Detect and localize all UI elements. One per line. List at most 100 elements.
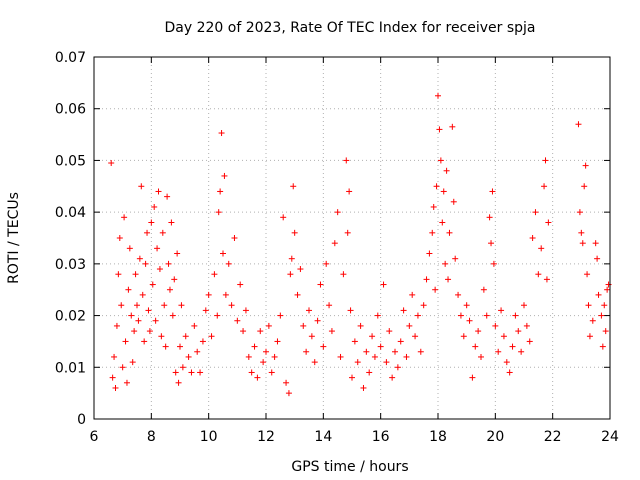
data-point bbox=[218, 130, 225, 137]
data-points bbox=[108, 92, 612, 397]
data-point bbox=[122, 338, 129, 345]
data-point bbox=[529, 235, 536, 241]
data-point bbox=[380, 281, 387, 288]
data-point bbox=[420, 302, 427, 309]
y-tick-label: 0.03 bbox=[55, 257, 86, 273]
data-point bbox=[436, 126, 443, 133]
data-point bbox=[132, 271, 139, 278]
data-point bbox=[257, 328, 264, 335]
data-point bbox=[346, 188, 353, 195]
data-point bbox=[601, 302, 608, 309]
x-tick-label: 10 bbox=[200, 429, 218, 445]
data-point bbox=[165, 260, 172, 267]
data-point bbox=[178, 302, 185, 309]
data-point bbox=[351, 338, 358, 345]
data-point bbox=[142, 260, 149, 267]
data-point bbox=[506, 369, 513, 376]
data-point bbox=[138, 183, 145, 190]
data-point bbox=[139, 291, 146, 298]
data-point bbox=[285, 390, 292, 397]
data-point bbox=[460, 333, 467, 340]
data-point bbox=[440, 188, 447, 195]
data-point bbox=[228, 302, 235, 309]
data-point bbox=[602, 328, 609, 335]
data-point bbox=[526, 338, 533, 345]
data-point bbox=[498, 307, 505, 314]
data-point bbox=[136, 255, 143, 262]
data-point bbox=[450, 198, 457, 205]
data-point bbox=[328, 328, 335, 335]
data-point bbox=[317, 281, 324, 288]
data-point bbox=[254, 374, 261, 381]
data-point bbox=[446, 229, 453, 236]
data-point bbox=[598, 312, 605, 319]
data-point bbox=[512, 312, 519, 319]
data-point bbox=[171, 276, 178, 283]
data-point bbox=[423, 276, 430, 283]
data-point bbox=[495, 348, 502, 355]
data-point bbox=[245, 353, 252, 360]
x-tick-label: 18 bbox=[429, 429, 447, 445]
chart-title: Day 220 of 2023, Rate Of TEC Index for r… bbox=[164, 20, 535, 36]
data-point bbox=[445, 276, 452, 283]
data-point bbox=[417, 348, 424, 355]
data-point bbox=[347, 307, 354, 314]
data-point bbox=[231, 235, 238, 241]
data-point bbox=[300, 322, 307, 329]
y-tick-label: 0.02 bbox=[55, 309, 86, 325]
data-point bbox=[443, 167, 450, 174]
data-point bbox=[509, 343, 516, 350]
data-point bbox=[340, 271, 347, 278]
data-point bbox=[334, 209, 341, 216]
data-point bbox=[414, 312, 421, 319]
data-point bbox=[287, 271, 294, 278]
data-point bbox=[409, 291, 416, 298]
data-point bbox=[595, 291, 602, 298]
data-point bbox=[208, 333, 215, 340]
data-point bbox=[159, 229, 166, 236]
data-point bbox=[202, 307, 209, 314]
y-axis-label: ROTI / TECUs bbox=[6, 192, 22, 284]
data-point bbox=[326, 302, 333, 309]
data-point bbox=[211, 271, 218, 278]
data-point bbox=[594, 255, 601, 262]
data-point bbox=[383, 359, 390, 366]
data-point bbox=[311, 359, 318, 366]
x-tick-label: 14 bbox=[314, 429, 332, 445]
data-point bbox=[432, 286, 439, 293]
data-point bbox=[148, 219, 155, 226]
data-point bbox=[480, 286, 487, 293]
data-point bbox=[240, 328, 247, 335]
data-point bbox=[589, 317, 596, 324]
data-point bbox=[182, 333, 189, 340]
y-tick-label: 0.07 bbox=[55, 50, 86, 66]
data-point bbox=[288, 255, 295, 262]
data-point bbox=[486, 214, 493, 221]
data-point bbox=[412, 333, 419, 340]
data-point bbox=[248, 369, 255, 376]
data-point bbox=[280, 214, 287, 221]
data-point bbox=[579, 240, 586, 247]
data-point bbox=[363, 348, 370, 355]
data-point bbox=[126, 245, 133, 252]
data-point bbox=[112, 384, 119, 391]
data-point bbox=[439, 219, 446, 226]
data-point bbox=[492, 322, 499, 329]
data-point bbox=[426, 250, 433, 257]
data-point bbox=[234, 317, 241, 324]
y-tick-label: 0 bbox=[77, 412, 86, 428]
data-point bbox=[475, 328, 482, 335]
data-point bbox=[344, 229, 351, 236]
data-point bbox=[154, 245, 161, 252]
data-point bbox=[109, 374, 116, 381]
data-point bbox=[366, 369, 373, 376]
data-point bbox=[397, 338, 404, 345]
data-point bbox=[205, 291, 212, 298]
data-point bbox=[277, 312, 284, 319]
data-point bbox=[172, 369, 179, 376]
data-point bbox=[274, 338, 281, 345]
data-point bbox=[306, 307, 312, 314]
data-point bbox=[251, 343, 258, 350]
data-point bbox=[220, 250, 226, 257]
